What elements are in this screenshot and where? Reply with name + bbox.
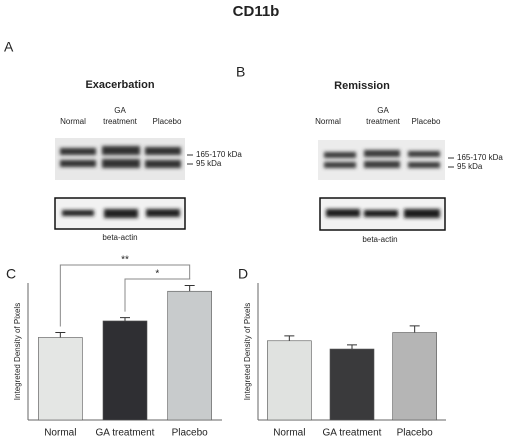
significance-bracket <box>124 278 191 312</box>
error-bar <box>184 284 195 292</box>
lane-label: Placebo <box>412 117 441 126</box>
western-blot <box>318 140 445 180</box>
bar <box>329 348 375 421</box>
error-bar <box>120 317 130 321</box>
error-bar <box>347 344 357 350</box>
bar <box>392 332 437 421</box>
x-tick-label: GA treatment <box>323 428 382 438</box>
loading-label: beta-actin <box>362 235 397 244</box>
error-bar <box>409 325 420 333</box>
lane-label: Normal <box>60 117 86 126</box>
x-tick-label: Normal <box>44 428 76 438</box>
panel-label: D <box>238 266 248 282</box>
lane-label: Placebo <box>153 117 182 126</box>
band-label: 165-170 kDa <box>457 153 503 162</box>
y-axis-label: Integreted Density of Pixels <box>13 303 22 400</box>
western-blot <box>55 138 185 180</box>
error-bar <box>55 332 66 338</box>
x-tick-label: Placebo <box>172 428 209 438</box>
panel-label: A <box>4 39 14 55</box>
bar <box>102 320 148 421</box>
band-label: 165-170 kDa <box>196 150 242 159</box>
loading-label: beta-actin <box>102 233 137 242</box>
significance-label: * <box>155 269 159 280</box>
x-tick-label: GA treatment <box>96 428 155 438</box>
significance-label: ** <box>121 255 129 266</box>
lane-label: GA treatment <box>366 106 401 126</box>
lane-label: GA treatment <box>103 106 138 126</box>
x-tick-label: Placebo <box>397 428 434 438</box>
bar <box>167 290 212 421</box>
error-bar <box>284 335 295 341</box>
y-axis-label: Integreted Density of Pixels <box>243 303 252 400</box>
panel-heading: Exacerbation <box>85 79 154 91</box>
loading-blot <box>319 197 446 231</box>
bar <box>267 340 312 421</box>
x-tick-label: Normal <box>273 428 305 438</box>
figure-title: CD11b <box>233 3 280 20</box>
panel-heading: Remission <box>334 80 390 92</box>
band-label: 95 kDa <box>457 162 483 171</box>
lane-label: Normal <box>315 117 341 126</box>
bar <box>38 337 83 421</box>
panel-label: B <box>236 64 245 80</box>
panel-label: C <box>6 266 16 282</box>
significance-bracket <box>59 264 191 327</box>
band-label: 95 kDa <box>196 159 222 168</box>
loading-blot <box>54 197 186 230</box>
